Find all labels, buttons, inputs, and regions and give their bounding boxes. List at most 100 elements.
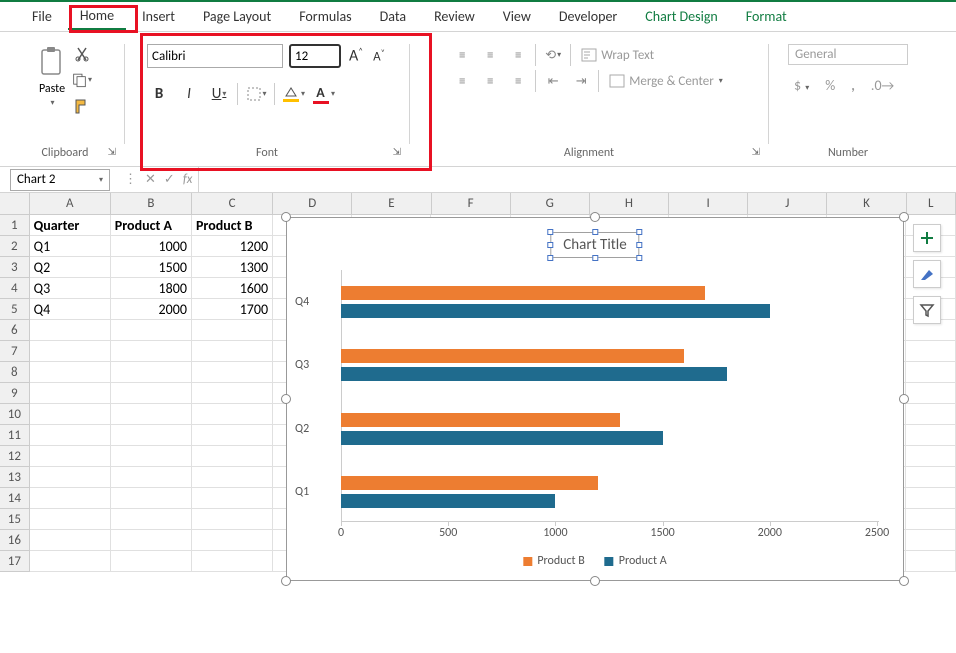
cell[interactable]: 2000: [111, 299, 192, 320]
cell[interactable]: [906, 446, 956, 467]
underline-button[interactable]: U▾: [207, 82, 231, 106]
borders-button[interactable]: ▾: [244, 82, 268, 106]
menu-icon[interactable]: ⋮: [124, 172, 137, 187]
chart-object[interactable]: Chart Title 05001000150020002500Q4Q3Q2Q1…: [286, 217, 904, 581]
cell[interactable]: Q2: [30, 257, 111, 278]
row-header[interactable]: 17: [0, 551, 30, 572]
legend-item[interactable]: Product B: [523, 554, 584, 568]
cell[interactable]: [192, 425, 273, 446]
comma-format-button[interactable]: ,: [845, 75, 861, 96]
decrease-font-icon[interactable]: A˅: [371, 46, 387, 66]
cell[interactable]: [111, 467, 192, 488]
tab-file[interactable]: File: [20, 4, 64, 29]
cell[interactable]: 1200: [192, 236, 273, 257]
bar-product-b[interactable]: [341, 413, 620, 427]
tab-insert[interactable]: Insert: [130, 4, 187, 29]
alignment-launcher[interactable]: ⇲: [752, 145, 760, 158]
clipboard-launcher[interactable]: ⇲: [108, 145, 116, 158]
cell[interactable]: [192, 320, 273, 341]
cell[interactable]: 1700: [192, 299, 273, 320]
chart-styles-button[interactable]: [913, 260, 941, 288]
align-bottom-icon[interactable]: ≡: [507, 44, 529, 66]
cell[interactable]: [192, 341, 273, 362]
cell[interactable]: [30, 551, 111, 572]
cell[interactable]: Q1: [30, 236, 111, 257]
row-header[interactable]: 7: [0, 341, 30, 362]
cell[interactable]: 1000: [111, 236, 192, 257]
cell[interactable]: [30, 320, 111, 341]
cell[interactable]: [30, 383, 111, 404]
chart-plot-area[interactable]: 05001000150020002500Q4Q3Q2Q1: [317, 270, 879, 522]
cell[interactable]: [192, 530, 273, 551]
row-header[interactable]: 12: [0, 446, 30, 467]
cell[interactable]: [192, 509, 273, 530]
increase-font-icon[interactable]: A˄: [347, 44, 365, 67]
cell[interactable]: [111, 488, 192, 509]
cell[interactable]: [30, 467, 111, 488]
cell[interactable]: Quarter: [30, 215, 111, 236]
resize-handle[interactable]: [281, 576, 291, 586]
fx-icon[interactable]: fx: [183, 172, 193, 187]
cell[interactable]: [111, 320, 192, 341]
cell[interactable]: 1800: [111, 278, 192, 299]
font-name-input[interactable]: [147, 44, 283, 68]
row-header[interactable]: 3: [0, 257, 30, 278]
tab-page-layout[interactable]: Page Layout: [191, 4, 283, 29]
merge-center-button[interactable]: Merge & Center▾: [605, 72, 727, 91]
formula-bar[interactable]: [198, 167, 956, 192]
cell[interactable]: Q4: [30, 299, 111, 320]
cell[interactable]: 1300: [192, 257, 273, 278]
resize-handle[interactable]: [281, 394, 291, 404]
column-header[interactable]: A: [30, 193, 111, 214]
chart-title[interactable]: Chart Title: [550, 232, 639, 258]
cell[interactable]: Product A: [111, 215, 192, 236]
row-header[interactable]: 15: [0, 509, 30, 530]
bold-button[interactable]: B: [147, 82, 171, 106]
cell[interactable]: [192, 551, 273, 572]
row-header[interactable]: 5: [0, 299, 30, 320]
accounting-format-button[interactable]: $ ▾: [788, 75, 815, 96]
cell[interactable]: [30, 488, 111, 509]
cell[interactable]: [111, 404, 192, 425]
cell[interactable]: [906, 383, 956, 404]
cell[interactable]: 1600: [192, 278, 273, 299]
decrease-indent-icon[interactable]: ⇤: [542, 70, 564, 92]
cell[interactable]: [30, 404, 111, 425]
cell[interactable]: [30, 341, 111, 362]
row-header[interactable]: 13: [0, 467, 30, 488]
number-format-dropdown[interactable]: General: [788, 44, 908, 65]
bar-product-a[interactable]: [341, 431, 663, 445]
cell[interactable]: [30, 509, 111, 530]
column-header[interactable]: C: [192, 193, 273, 214]
bar-product-a[interactable]: [341, 304, 770, 318]
resize-handle[interactable]: [899, 394, 909, 404]
bar-product-a[interactable]: [341, 367, 727, 381]
cell[interactable]: [111, 509, 192, 530]
cell[interactable]: [192, 404, 273, 425]
row-header[interactable]: 16: [0, 530, 30, 551]
column-header[interactable]: E: [352, 193, 431, 214]
chart-filters-button[interactable]: [913, 296, 941, 324]
tab-formulas[interactable]: Formulas: [287, 4, 363, 29]
percent-format-button[interactable]: %: [819, 75, 841, 96]
legend-item[interactable]: Product A: [605, 554, 667, 568]
align-top-icon[interactable]: ≡: [451, 44, 473, 66]
resize-handle[interactable]: [281, 212, 291, 222]
enter-formula-icon[interactable]: ✓: [164, 172, 175, 187]
italic-button[interactable]: I: [177, 82, 201, 106]
cell[interactable]: [111, 530, 192, 551]
chart-legend[interactable]: Product B Product A: [523, 554, 666, 568]
tab-format[interactable]: Format: [734, 4, 799, 29]
bar-product-b[interactable]: [341, 286, 705, 300]
column-header[interactable]: I: [669, 193, 748, 214]
align-center-icon[interactable]: ≡: [479, 70, 501, 92]
tab-developer[interactable]: Developer: [547, 4, 629, 29]
resize-handle[interactable]: [899, 212, 909, 222]
cell[interactable]: 1500: [111, 257, 192, 278]
cell[interactable]: Product B: [192, 215, 273, 236]
cell[interactable]: [906, 467, 956, 488]
row-header[interactable]: 10: [0, 404, 30, 425]
cell[interactable]: Q3: [30, 278, 111, 299]
row-header[interactable]: 1: [0, 215, 30, 236]
align-middle-icon[interactable]: ≡: [479, 44, 501, 66]
